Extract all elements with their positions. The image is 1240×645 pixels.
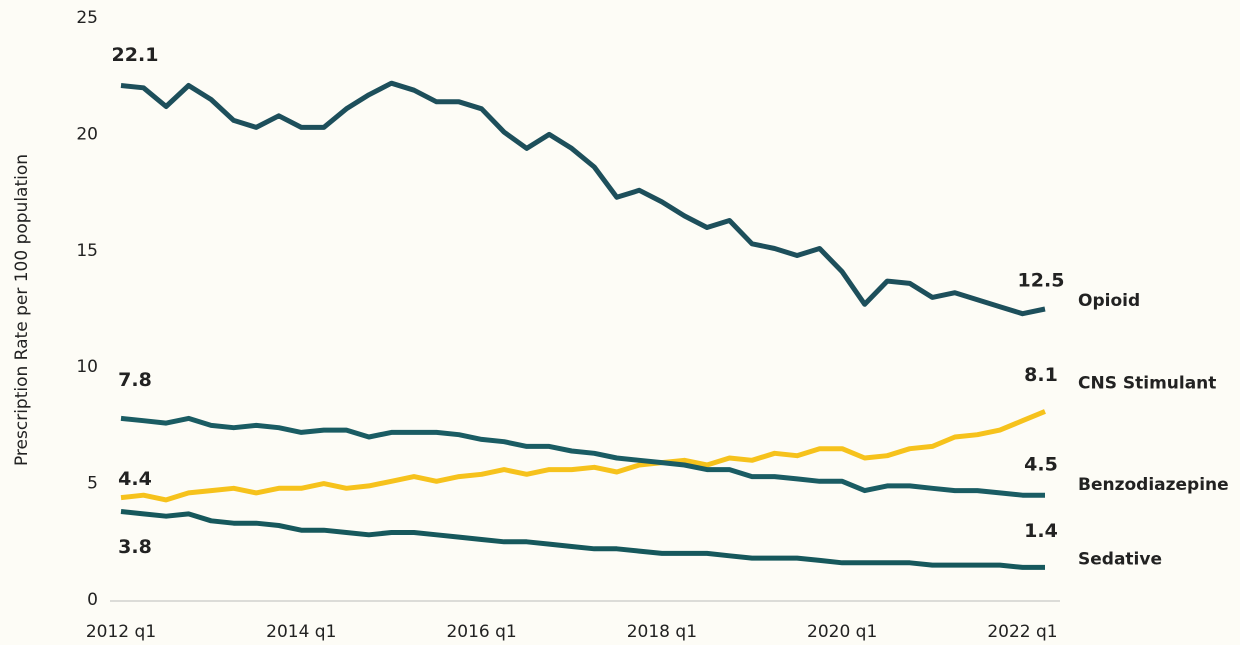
y-tick-label: 0 xyxy=(87,590,98,610)
series-name: Benzodiazepine xyxy=(1078,475,1229,495)
data-label: 4.5 xyxy=(1024,454,1058,476)
x-tick-label: 2018 q1 xyxy=(627,622,697,642)
y-tick-label: 25 xyxy=(76,8,98,28)
series-name: Opioid xyxy=(1078,291,1140,311)
data-label: 12.5 xyxy=(1018,270,1065,292)
series-name: Sedative xyxy=(1078,549,1162,569)
data-label: 22.1 xyxy=(112,44,159,66)
y-tick-label: 5 xyxy=(87,474,98,494)
data-label: 1.4 xyxy=(1024,520,1058,542)
x-tick-label: 2022 q1 xyxy=(987,622,1057,642)
y-tick-label: 15 xyxy=(76,241,98,261)
data-label: 7.8 xyxy=(118,369,152,391)
series-line xyxy=(120,415,1045,498)
series-line xyxy=(120,409,1046,503)
series-line xyxy=(120,80,1046,317)
series-line xyxy=(120,509,1045,570)
data-label: 8.1 xyxy=(1024,364,1058,386)
y-tick-label: 10 xyxy=(76,357,98,377)
x-tick-label: 2012 q1 xyxy=(86,622,156,642)
x-tick-label: 2020 q1 xyxy=(807,622,877,642)
data-label: 4.4 xyxy=(118,468,152,490)
x-tick-label: 2016 q1 xyxy=(446,622,516,642)
y-axis-title: Prescription Rate per 100 population xyxy=(12,154,32,466)
y-tick-label: 20 xyxy=(76,124,98,144)
x-tick-label: 2014 q1 xyxy=(266,622,336,642)
data-label: 3.8 xyxy=(118,536,152,558)
series-name: CNS Stimulant xyxy=(1078,373,1216,393)
